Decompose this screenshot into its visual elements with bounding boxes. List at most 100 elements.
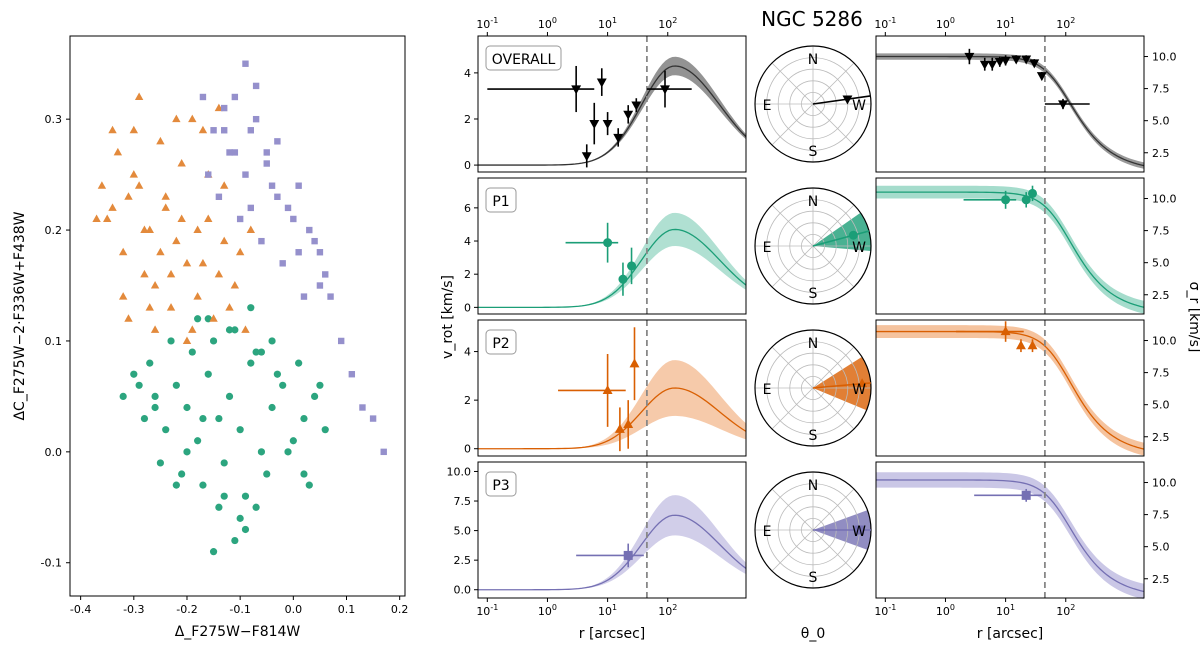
sigma-profiles: 2.5 5.0 7.5 10.0 10-1 100 101 102 2.5 5.0 7.5 10.0 2… [874, 16, 1200, 642]
scatter-point-p2 [177, 159, 186, 167]
scatter-point-p1 [199, 481, 207, 489]
scatter-point-p2 [220, 236, 229, 245]
scatter-point-p1 [146, 359, 154, 367]
scatter-point-p1 [188, 348, 196, 356]
scatter-point-p1 [279, 381, 287, 389]
scatter-point-p2 [246, 225, 255, 234]
vrot-band-p2 [478, 360, 746, 449]
scatter-point-p3 [359, 404, 366, 411]
scatter-point-p2 [140, 225, 149, 234]
vrot-ytick-label: 7.5 [454, 495, 472, 508]
vrot-xlabel: r [arcsec] [579, 626, 645, 642]
scatter-point-p3 [247, 127, 254, 134]
scatter-point-p1 [305, 481, 313, 489]
sigma-point-overall [994, 58, 1005, 68]
scatter-point-p1 [300, 414, 308, 423]
scatter-point-p3 [242, 171, 249, 178]
scatter-point-p2 [166, 269, 176, 278]
scatter-point-p2 [108, 125, 117, 134]
sigma-ytick-label: 5.0 [1152, 115, 1170, 128]
scatter-point-p3 [274, 138, 281, 145]
sigma-ytick-label: 10.0 [1152, 477, 1177, 490]
vrot-top-xtick-label: 101 [598, 16, 617, 31]
scatter-point-p2 [161, 203, 170, 211]
vrot-ytick-label: 0 [464, 159, 471, 172]
scatter-point-p1 [140, 414, 149, 423]
scatter-point-p1 [316, 381, 324, 389]
sigma-point-overall [1029, 59, 1040, 69]
vrot-point-overall [581, 152, 592, 162]
scatter-point-p3 [322, 271, 329, 278]
polar-grid-spoke [771, 529, 814, 572]
scatter-point-p1 [268, 337, 276, 345]
scatter-point-p3 [295, 182, 302, 189]
panel-label-box [485, 45, 562, 71]
scatter-point-p2 [140, 269, 149, 278]
scatter-point-p1 [156, 459, 164, 467]
scatter-point-p2 [113, 147, 123, 156]
vrot-band-p3 [478, 495, 746, 590]
polar-label-west: W [852, 98, 866, 114]
scatter-point-p2 [118, 247, 128, 256]
scatter-point-p1 [167, 337, 175, 345]
vrot-ytick-label: 0 [464, 301, 471, 314]
vrot-top-xtick-label: 100 [538, 16, 557, 31]
scatter-point-p3 [263, 160, 270, 167]
scatter-point-p1 [236, 426, 244, 434]
vrot-top-xtick-label: 102 [658, 16, 677, 31]
scatter-point-p2 [129, 125, 139, 134]
sigma-ytick-label: 10.0 [1152, 335, 1177, 348]
sigma-ytick-label: 5.0 [1152, 257, 1170, 270]
scatter-point-p2 [172, 114, 181, 123]
polar-label-north: N [808, 478, 818, 494]
polar-label-south: S [809, 570, 818, 586]
scatter-point-p1 [247, 304, 255, 312]
scatter-point-p1 [151, 403, 159, 412]
polar-grid-spoke [812, 103, 855, 146]
scatter-point-p1 [289, 437, 297, 445]
polar-grid-spoke [771, 204, 814, 247]
scatter-ytick-label: 0.2 [45, 224, 63, 237]
vrot-point-p1 [627, 261, 637, 271]
polar-direction [812, 95, 871, 105]
scatter-point-p2 [172, 236, 181, 245]
polar-direction [812, 230, 870, 247]
scatter-point-p3 [205, 171, 212, 178]
sigma-point-p2 [1000, 326, 1011, 336]
scatter-point-p2 [198, 258, 208, 267]
vrot-ytick-label: 4 [464, 235, 471, 248]
scatter-point-p1 [220, 459, 228, 467]
scatter-point-p3 [279, 260, 286, 267]
vrot-ytick-label: 4 [464, 67, 471, 80]
scatter-point-p2 [124, 314, 133, 322]
polar-label-east: E [763, 240, 772, 256]
vrot-bottom-xtick-label: 100 [538, 603, 557, 618]
scatter-point-p2 [92, 214, 101, 222]
scatter-point-p2 [97, 181, 107, 189]
scatter-point-p3 [226, 149, 233, 156]
scatter-point-p2 [134, 181, 144, 189]
scatter-point-p1 [225, 392, 234, 400]
scatter-point-p3 [316, 282, 324, 289]
vrot-profiles: 0 2 4 OVERALL 10-1 100 101 102 0 2 4 6 P1 0 2 4 P2 0.0 2.5… [440, 16, 747, 642]
scatter-point-p2 [150, 325, 160, 333]
panel-label: OVERALL [492, 52, 556, 68]
scatter-frame [69, 35, 406, 597]
scatter-point-p3 [284, 204, 292, 212]
sigma-model-p3 [876, 479, 1145, 593]
sigma-point-overall [987, 60, 998, 70]
scatter-point-p2 [188, 114, 197, 123]
scatter-point-p3 [231, 149, 239, 156]
polar-wedge-p2 [813, 356, 872, 411]
sigma-point-p2 [1027, 340, 1038, 350]
scatter-point-p2 [230, 281, 240, 289]
panel-label: P1 [492, 194, 509, 210]
polar-grid-spoke [812, 62, 855, 105]
scatter-point-p1 [311, 392, 319, 400]
scatter-point-p2 [235, 247, 245, 256]
sigma-bottom-xtick-label: 10-1 [874, 603, 896, 618]
vrot-bottom-xtick-label: 101 [598, 603, 617, 618]
theta0-polar-panels: N E S W N E S W N E S W N E S Wθ_0 [754, 45, 872, 642]
scatter-point-p3 [258, 237, 265, 245]
